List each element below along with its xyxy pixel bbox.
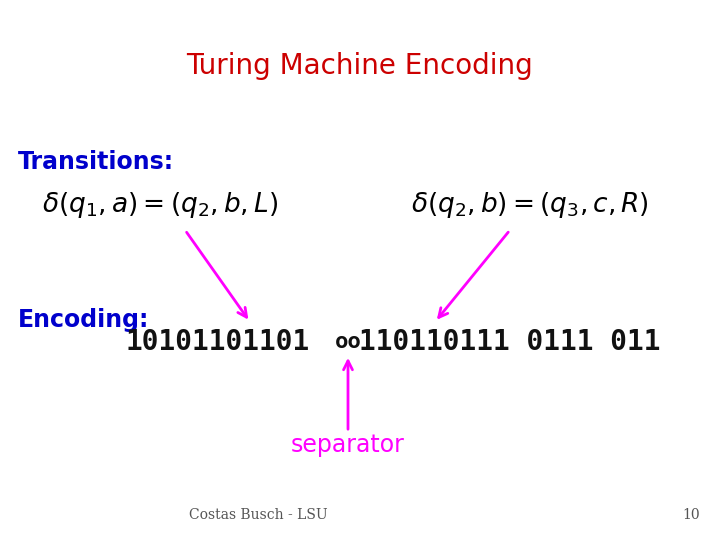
Text: $\delta(q_2,b)=(q_3,c,R)$: $\delta(q_2,b)=(q_3,c,R)$ bbox=[411, 190, 649, 220]
Text: Encoding:: Encoding: bbox=[18, 308, 149, 332]
Text: oo: oo bbox=[335, 332, 361, 352]
Text: Turing Machine Encoding: Turing Machine Encoding bbox=[186, 52, 534, 80]
Text: Costas Busch - LSU: Costas Busch - LSU bbox=[189, 508, 328, 522]
Text: $\delta(q_1,a)=(q_2,b,L)$: $\delta(q_1,a)=(q_2,b,L)$ bbox=[42, 190, 278, 220]
Text: Transitions:: Transitions: bbox=[18, 150, 174, 174]
Text: 10: 10 bbox=[683, 508, 700, 522]
Text: 10101101101: 10101101101 bbox=[126, 328, 310, 356]
Text: separator: separator bbox=[291, 433, 405, 457]
Text: 110110111 0111 011: 110110111 0111 011 bbox=[359, 328, 661, 356]
